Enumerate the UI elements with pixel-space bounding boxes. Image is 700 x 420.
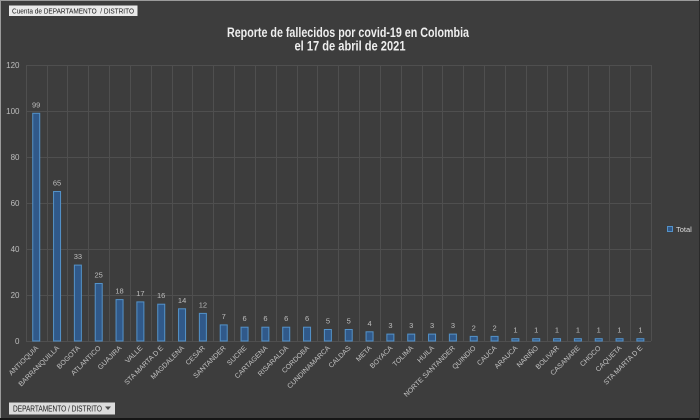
svg-text:40: 40 — [11, 245, 20, 254]
svg-text:16: 16 — [157, 291, 165, 300]
svg-text:18: 18 — [115, 287, 123, 296]
svg-text:6: 6 — [284, 314, 288, 323]
svg-text:17: 17 — [136, 289, 144, 298]
svg-text:60: 60 — [11, 199, 20, 208]
svg-text:3: 3 — [451, 321, 455, 330]
svg-text:1: 1 — [597, 326, 601, 335]
svg-text:Total: Total — [676, 225, 692, 234]
svg-text:12: 12 — [199, 300, 207, 309]
svg-text:3: 3 — [430, 321, 434, 330]
svg-text:5: 5 — [347, 317, 351, 326]
svg-text:6: 6 — [305, 314, 309, 323]
svg-text:1: 1 — [617, 326, 621, 335]
svg-text:99: 99 — [32, 100, 40, 109]
svg-text:0: 0 — [15, 337, 20, 346]
svg-text:1: 1 — [576, 326, 580, 335]
svg-text:1: 1 — [555, 326, 559, 335]
svg-text:25: 25 — [95, 271, 103, 280]
svg-text:6: 6 — [243, 314, 247, 323]
svg-text:3: 3 — [388, 321, 392, 330]
svg-text:14: 14 — [178, 296, 186, 305]
svg-text:1: 1 — [638, 326, 642, 335]
svg-text:1: 1 — [534, 326, 538, 335]
svg-text:4: 4 — [368, 319, 372, 328]
svg-text:7: 7 — [222, 312, 226, 321]
svg-text:Reporte de fallecidos por covi: Reporte de fallecidos por covid-19 en Co… — [227, 25, 469, 40]
svg-text:5: 5 — [326, 317, 330, 326]
svg-text:el 17 de abril de 2021: el 17 de abril de 2021 — [295, 39, 406, 54]
svg-text:65: 65 — [53, 179, 61, 188]
svg-text:Cuenta de DEPARTAMENTO / DIST: Cuenta de DEPARTAMENTO / DISTRITO — [12, 7, 134, 16]
svg-text:DEPARTAMENTO / DISTRITO: DEPARTAMENTO / DISTRITO — [13, 405, 102, 414]
svg-text:2: 2 — [472, 323, 476, 332]
svg-text:80: 80 — [11, 153, 20, 162]
svg-text:6: 6 — [263, 314, 267, 323]
svg-text:100: 100 — [6, 107, 20, 116]
svg-text:120: 120 — [6, 61, 20, 70]
svg-text:33: 33 — [74, 252, 82, 261]
svg-text:1: 1 — [513, 326, 517, 335]
svg-text:20: 20 — [11, 291, 20, 300]
svg-text:3: 3 — [409, 321, 413, 330]
svg-text:2: 2 — [493, 323, 497, 332]
